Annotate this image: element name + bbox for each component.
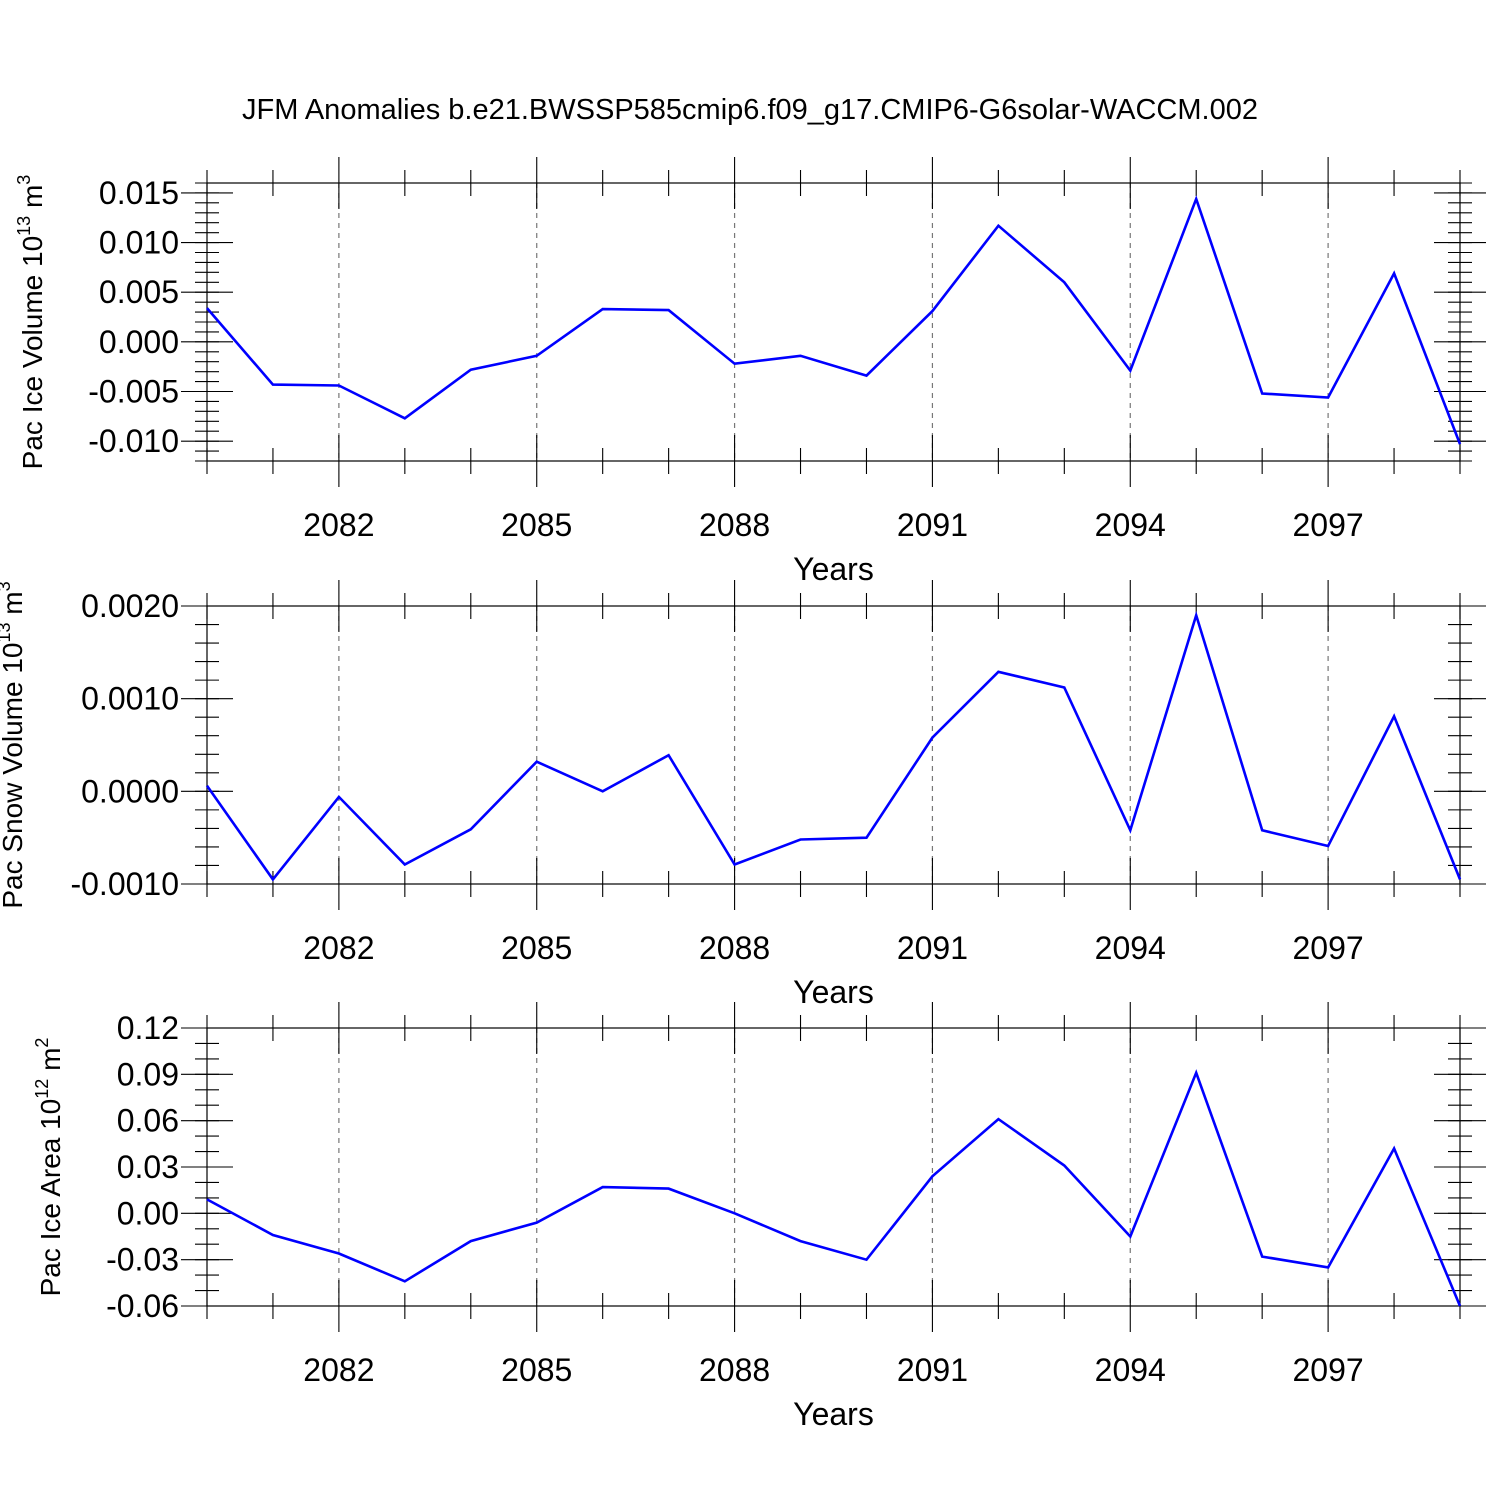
x-tick-label: 2082 bbox=[303, 930, 374, 966]
series-line bbox=[206, 195, 1462, 445]
plot-frame bbox=[206, 182, 1461, 462]
y-tick-label: -0.06 bbox=[106, 1288, 179, 1324]
x-tick-label: 2088 bbox=[699, 1352, 770, 1388]
series-line bbox=[206, 1069, 1462, 1307]
y-tick-label: -0.005 bbox=[88, 374, 179, 410]
x-axis-title: Years bbox=[793, 551, 874, 587]
y-axis-title-unit-exponent: 3 bbox=[14, 175, 34, 185]
y-axis-title: Pac Ice Area 1012 m2 bbox=[32, 1038, 66, 1297]
y-tick-label: 0.0000 bbox=[81, 773, 179, 809]
x-tick-label: 2094 bbox=[1095, 1352, 1166, 1388]
x-tick-label: 2097 bbox=[1293, 930, 1364, 966]
chart-panel-2: 2082 2085 2088 2091 2094 2097 Years -0.0010 0.00… bbox=[0, 580, 1486, 1010]
x-tick-label: 2091 bbox=[897, 930, 968, 966]
plot-frame bbox=[206, 605, 1461, 885]
x-axis-title: Years bbox=[793, 974, 874, 1010]
y-axis-title: Pac Snow Volume 1013 m3 bbox=[0, 581, 28, 908]
y-tick-label: 0.005 bbox=[99, 274, 179, 310]
plot-frame bbox=[206, 1027, 1461, 1307]
x-tick-label: 2094 bbox=[1095, 507, 1166, 543]
x-tick-label: 2097 bbox=[1293, 507, 1364, 543]
chart-panel-1: 2082 2085 2088 2091 2094 2097 Years -0.010 -0.00… bbox=[14, 157, 1486, 587]
y-axis-title-exponent: 13 bbox=[14, 216, 34, 236]
x-tick-label: 2097 bbox=[1293, 1352, 1364, 1388]
x-tick-label: 2085 bbox=[501, 1352, 572, 1388]
panels: 2082 2085 2088 2091 2094 2097 Years -0.010 -0.00… bbox=[0, 157, 1486, 1432]
x-tick-label: 2082 bbox=[303, 1352, 374, 1388]
figure-title: JFM Anomalies b.e21.BWSSP585cmip6.f09_g1… bbox=[242, 94, 1258, 126]
y-axis-title-unit: m bbox=[35, 1048, 66, 1079]
y-tick-label: 0.010 bbox=[99, 225, 179, 261]
x-tick-label: 2088 bbox=[699, 930, 770, 966]
y-axis-title-unit: m bbox=[0, 591, 28, 622]
x-tick-label: 2094 bbox=[1095, 930, 1166, 966]
x-tick-label: 2091 bbox=[897, 1352, 968, 1388]
y-tick-label: -0.03 bbox=[106, 1242, 179, 1278]
x-tick-label: 2088 bbox=[699, 507, 770, 543]
x-tick-label: 2085 bbox=[501, 930, 572, 966]
y-axis-title-unit: m bbox=[17, 185, 48, 216]
y-axis-title: Pac Ice Volume 1013 m3 bbox=[14, 175, 48, 470]
y-tick-label: 0.06 bbox=[117, 1103, 179, 1139]
chart-panel-3: 2082 2085 2088 2091 2094 2097 Years -0.06 -0.03 0… bbox=[32, 1002, 1486, 1432]
y-tick-label: 0.09 bbox=[117, 1056, 179, 1092]
y-tick-label: 0.0010 bbox=[81, 681, 179, 717]
x-axis-title: Years bbox=[793, 1396, 874, 1432]
y-tick-label: 0.0020 bbox=[81, 588, 179, 624]
y-axis-title-main: Pac Snow Volume 10 bbox=[0, 642, 28, 908]
y-axis-title-exponent: 12 bbox=[32, 1079, 52, 1099]
series-line bbox=[205, 610, 1462, 882]
x-tick-label: 2085 bbox=[501, 507, 572, 543]
y-tick-label: 0.12 bbox=[117, 1010, 179, 1046]
y-tick-label: 0.000 bbox=[99, 324, 179, 360]
x-tick-label: 2082 bbox=[303, 507, 374, 543]
y-tick-label: -0.0010 bbox=[70, 866, 179, 902]
y-tick-label: 0.03 bbox=[117, 1149, 179, 1185]
y-axis-title-unit-exponent: 3 bbox=[0, 581, 14, 591]
y-tick-label: 0.00 bbox=[117, 1195, 179, 1231]
y-tick-label: 0.015 bbox=[99, 175, 179, 211]
y-axis-title-exponent: 13 bbox=[0, 622, 14, 642]
y-axis-title-main: Pac Ice Area 10 bbox=[35, 1099, 66, 1297]
y-axis-title-main: Pac Ice Volume 10 bbox=[17, 236, 48, 469]
y-tick-label: -0.010 bbox=[88, 423, 179, 459]
x-tick-label: 2091 bbox=[897, 507, 968, 543]
y-axis-title-unit-exponent: 2 bbox=[32, 1038, 52, 1048]
